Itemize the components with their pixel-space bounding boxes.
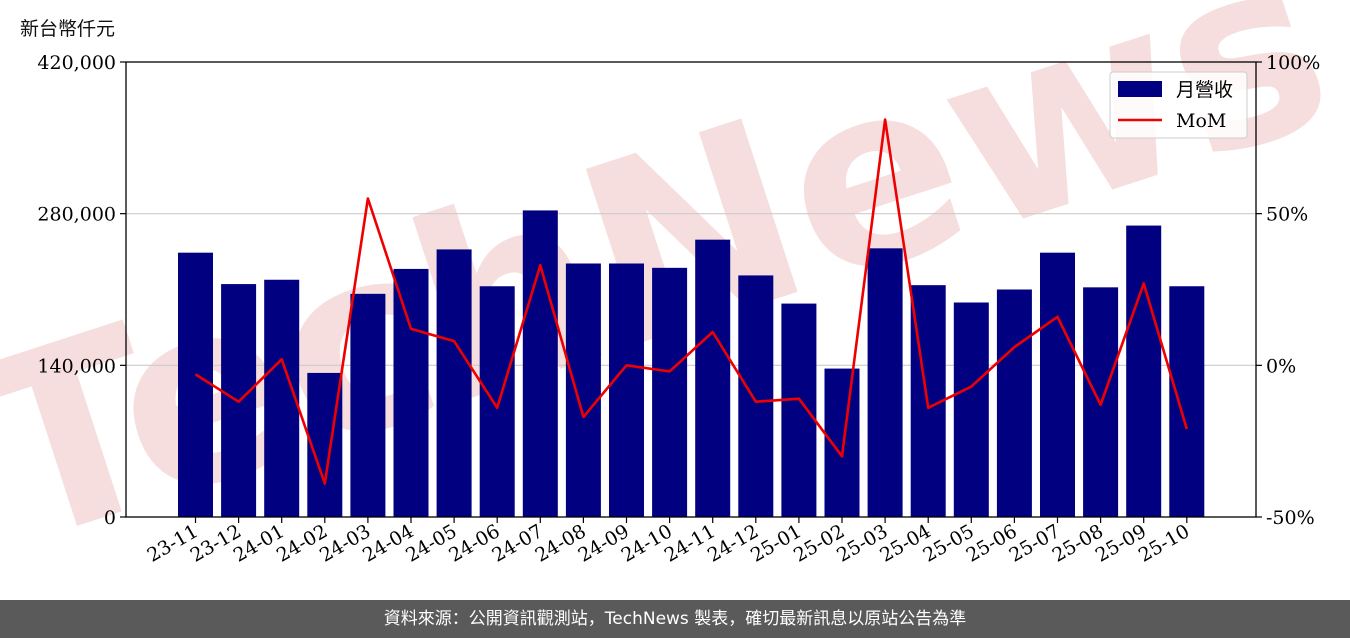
bar [609,263,644,517]
bar [1126,225,1162,518]
bar [781,303,817,517]
bar [738,275,774,517]
bar [867,248,903,518]
bar [695,239,731,517]
y2-tick-label: 100% [1266,52,1320,74]
bar [824,368,860,517]
mom-line-series [194,118,1189,485]
bar [178,252,213,517]
y-tick-label: 420,000 [37,52,116,74]
bar [264,279,300,517]
y-tick-label: 280,000 [37,204,116,226]
bar [1169,286,1205,517]
mom-line [194,118,1189,485]
legend-swatch-bar [1118,81,1162,97]
legend-label-revenue: 月營收 [1176,79,1233,101]
bar [307,372,343,517]
plot-frame [125,61,1257,518]
bar [350,293,386,517]
bar [996,289,1032,517]
x-tick-label: 25-10 [1135,520,1193,566]
bar [652,267,688,517]
legend-label-mom: MoM [1176,110,1226,132]
bar [1040,252,1075,517]
y-axis-label: 新台幣仟元 [20,18,116,40]
bar [393,268,429,517]
y-tick-label: 0 [104,507,116,529]
bar [436,249,472,517]
bar [953,302,989,517]
y2-tick-label: 0% [1266,355,1296,377]
source-footer: 資料來源：公開資訊觀測站，TechNews 製表，確切最新訊息以原站公告為準 [0,600,1350,638]
bar [479,286,515,517]
revenue-chart: TechNews 0140,000280,000420,000-50%0%50%… [0,0,1350,600]
y2-tick-label: -50% [1266,507,1315,529]
legend: 月營收 MoM [1109,71,1248,139]
y-tick-label: 140,000 [37,355,116,377]
y2-tick-label: 50% [1266,204,1308,226]
bar [522,210,558,517]
bar [565,263,601,517]
